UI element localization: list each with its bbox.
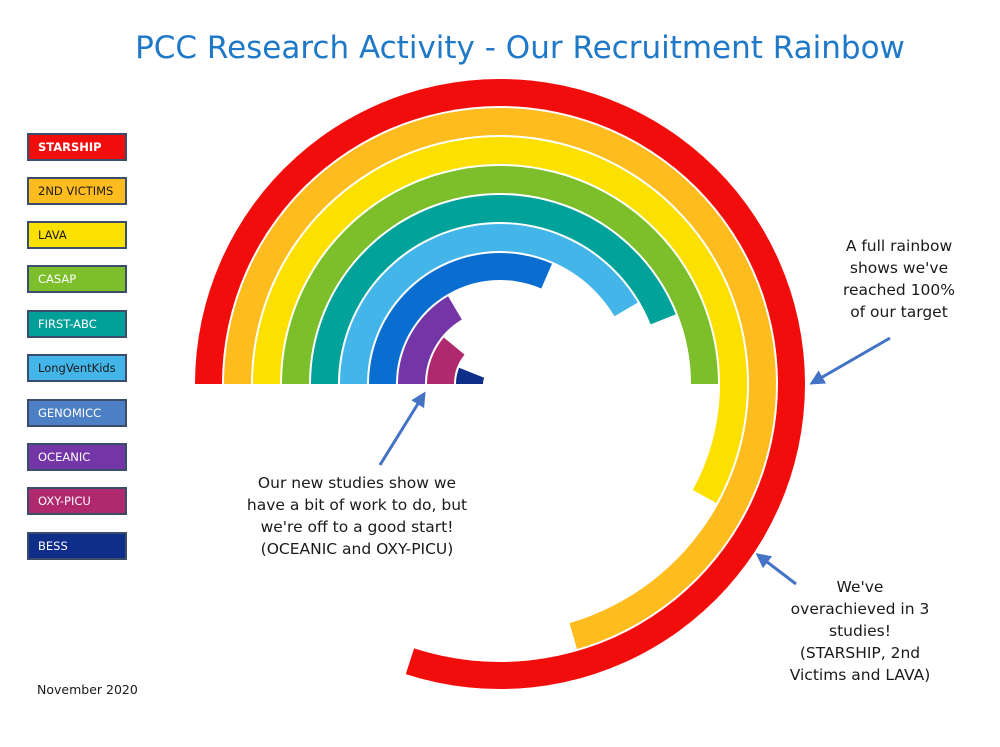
page-title: PCC Research Activity - Our Recruitment … [135, 30, 905, 66]
legend-item-bess: BESS [27, 532, 127, 560]
arc-bess [456, 367, 485, 384]
arc-longventkids [340, 223, 638, 384]
arrow-new-studies [378, 391, 426, 466]
arc-oxy-picu [427, 337, 465, 384]
arrow-full-rainbow [809, 336, 891, 385]
legend-item-starship: STARSHIP [27, 133, 127, 161]
note-full-rainbow: A full rainbow shows we've reached 100% … [842, 237, 956, 321]
legend-item-lava: LAVA [27, 221, 127, 249]
footer-date: November 2020 [37, 682, 138, 697]
legend-item-oxy-picu: OXY-PICU [27, 487, 127, 515]
note-overachieved: We've overachieved in 3 studies! (STARSH… [789, 578, 931, 684]
arc-casap [282, 166, 718, 384]
legend-item-oceanic: OCEANIC [27, 443, 127, 471]
arc-first-abc [311, 194, 676, 384]
legend-item-casap: CASAP [27, 265, 127, 293]
arrow-overachieved [755, 553, 797, 586]
arc-oceanic [398, 296, 462, 384]
note-new-studies: Our new studies show we have a bit of wo… [246, 474, 468, 558]
legend-item-longventkids: LongVentKids [27, 354, 127, 382]
legend-item-genomicc: GENOMICC [27, 399, 127, 427]
legend-item-first-abc: FIRST-ABC [27, 310, 127, 338]
legend-item-2nd-victims: 2ND VICTIMS [27, 177, 127, 205]
arc-genomicc [369, 253, 553, 384]
